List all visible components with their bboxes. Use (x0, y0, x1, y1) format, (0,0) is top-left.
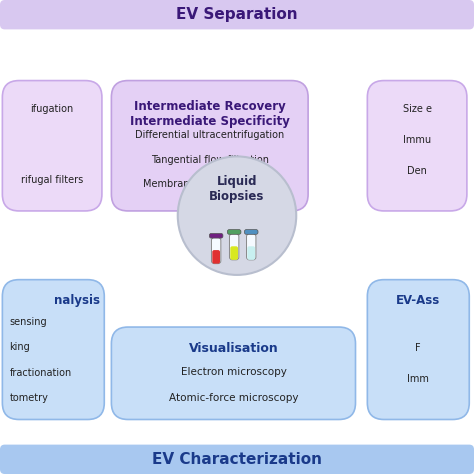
FancyBboxPatch shape (0, 0, 474, 29)
FancyBboxPatch shape (247, 246, 255, 260)
Text: Liquid
Biopsies: Liquid Biopsies (210, 174, 264, 203)
Text: Electron microscopy: Electron microscopy (181, 367, 286, 377)
FancyBboxPatch shape (111, 327, 356, 419)
FancyBboxPatch shape (245, 229, 258, 234)
Text: EV Characterization: EV Characterization (152, 452, 322, 467)
FancyBboxPatch shape (230, 246, 238, 260)
Text: Visualisation: Visualisation (189, 342, 278, 355)
Text: F: F (416, 343, 421, 354)
Text: Differential ultracentrifugation: Differential ultracentrifugation (135, 130, 284, 140)
Text: EV-Ass: EV-Ass (396, 294, 440, 308)
Text: ifugation: ifugation (30, 104, 74, 114)
Text: sensing: sensing (9, 317, 47, 328)
Text: king: king (9, 342, 30, 353)
FancyBboxPatch shape (2, 81, 102, 211)
FancyBboxPatch shape (228, 229, 241, 234)
FancyBboxPatch shape (0, 445, 474, 474)
Text: fractionation: fractionation (9, 367, 72, 378)
Text: Immu: Immu (403, 135, 431, 145)
FancyBboxPatch shape (246, 234, 256, 260)
FancyBboxPatch shape (210, 233, 223, 238)
FancyBboxPatch shape (212, 250, 220, 264)
FancyBboxPatch shape (211, 237, 221, 264)
Text: EV Separation: EV Separation (176, 7, 298, 22)
FancyBboxPatch shape (367, 81, 467, 211)
Text: nalysis: nalysis (54, 294, 100, 308)
FancyBboxPatch shape (111, 81, 308, 211)
Text: Atomic-force microscopy: Atomic-force microscopy (169, 393, 298, 403)
Text: Imm: Imm (407, 374, 429, 384)
Circle shape (178, 156, 296, 275)
Text: Membrane-affinity columns: Membrane-affinity columns (143, 179, 277, 190)
FancyBboxPatch shape (367, 280, 469, 419)
FancyBboxPatch shape (229, 234, 239, 260)
Text: Den: Den (407, 165, 427, 176)
Text: Tangential flow filtration: Tangential flow filtration (151, 155, 269, 165)
Text: rifugal filters: rifugal filters (21, 175, 83, 185)
Text: tometry: tometry (9, 392, 48, 403)
FancyBboxPatch shape (2, 280, 104, 419)
Text: Size e: Size e (402, 104, 432, 114)
Text: Intermediate Recovery
Intermediate Specificity: Intermediate Recovery Intermediate Speci… (130, 100, 290, 128)
